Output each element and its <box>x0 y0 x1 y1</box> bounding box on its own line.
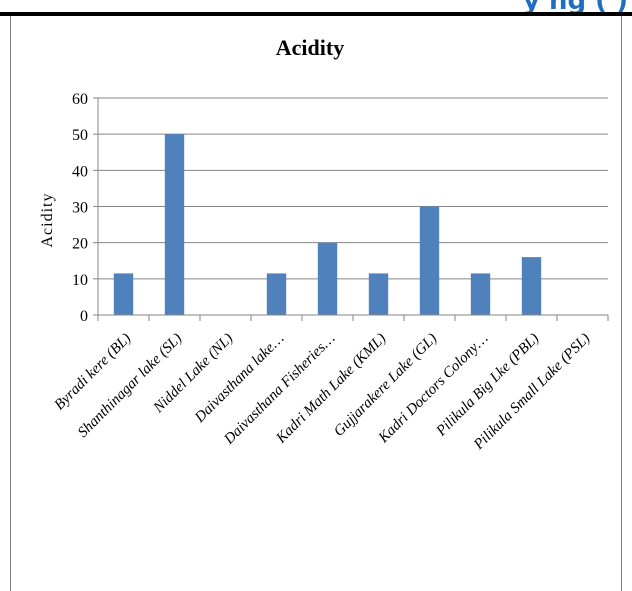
y-tick-label: 40 <box>72 163 88 180</box>
x-tick-label: Gujjarakere Lake (GL) <box>331 331 440 440</box>
y-tick-label: 30 <box>72 200 88 217</box>
top-border-line <box>0 12 632 16</box>
top-banner: y ng ( ) <box>0 0 632 14</box>
y-axis-label: Acidity <box>39 193 56 248</box>
y-tick-label: 10 <box>72 272 88 289</box>
bars <box>113 134 542 315</box>
bar <box>317 242 338 315</box>
y-tick-label: 20 <box>72 236 88 253</box>
bar <box>113 273 134 315</box>
bar <box>521 257 542 315</box>
x-tick-labels: Byradi kere (BL)Shanthinagar lake (SL)Ni… <box>52 331 594 454</box>
banner-heading-fragment: y ng ( ) <box>523 0 628 14</box>
y-tick-label: 50 <box>72 127 88 144</box>
y-tick-label: 0 <box>80 308 88 325</box>
bar <box>266 273 287 315</box>
bar <box>164 134 185 315</box>
y-tick-label: 60 <box>72 91 88 108</box>
bar <box>470 273 491 315</box>
x-tick-label: Daivasthana lake… <box>191 331 287 427</box>
chart-title: Acidity <box>276 35 344 60</box>
y-tick-labels: 0 10 20 30 40 50 60 <box>72 91 88 325</box>
axes <box>97 98 609 321</box>
bar <box>368 273 389 315</box>
bar <box>419 206 440 315</box>
chart-frame <box>10 16 622 591</box>
